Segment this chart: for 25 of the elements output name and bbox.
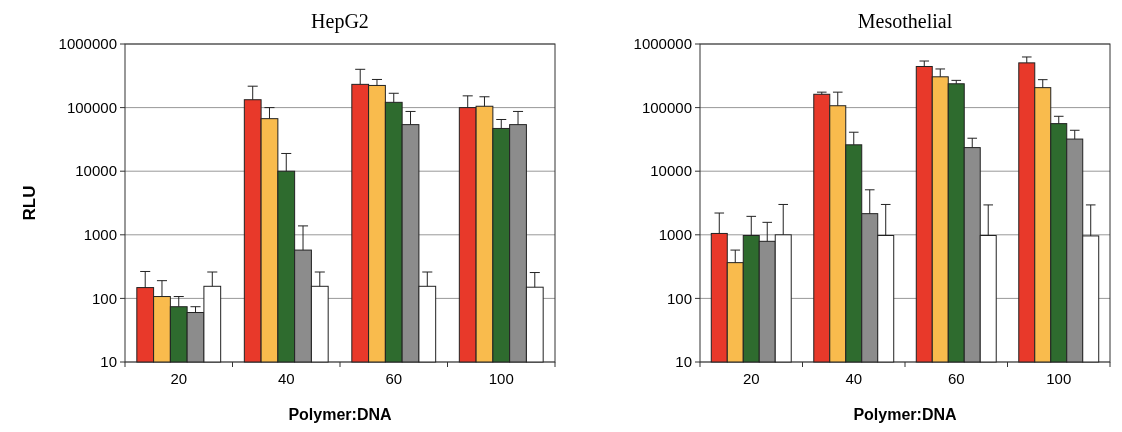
y-tick-label: 100000 <box>66 98 117 116</box>
x-tick-label: 100 <box>488 370 514 387</box>
y-tick-label: 100 <box>666 289 692 307</box>
y-tick-label: 10000 <box>650 162 692 180</box>
y-tick-label: 10000 <box>75 162 117 180</box>
x-axis-title: Polymer:DNA <box>853 406 958 423</box>
chart-title: Mesothelial <box>857 10 953 32</box>
y-tick-label: 1000 <box>83 226 117 244</box>
x-tick-label: 40 <box>845 370 863 387</box>
x-axis-title: Polymer:DNA <box>288 406 393 423</box>
x-tick-label: 20 <box>742 370 760 387</box>
y-tick-label: 10 <box>100 353 117 371</box>
x-tick-label: 20 <box>170 370 188 387</box>
x-tick-label: 100 <box>1046 370 1072 387</box>
x-tick-label: 40 <box>277 370 295 387</box>
chart-title: HepG2 <box>311 10 369 33</box>
y-axis-title: RLU <box>20 185 39 221</box>
y-tick-label: 1000000 <box>633 35 692 53</box>
y-tick-label: 100 <box>91 289 117 307</box>
y-tick-label: 1000 <box>658 226 692 244</box>
y-tick-label: 100000 <box>641 98 692 116</box>
y-tick-label: 10 <box>675 353 692 371</box>
y-tick-label: 1000000 <box>58 35 117 53</box>
x-tick-label: 60 <box>385 370 403 387</box>
x-tick-label: 60 <box>947 370 965 387</box>
